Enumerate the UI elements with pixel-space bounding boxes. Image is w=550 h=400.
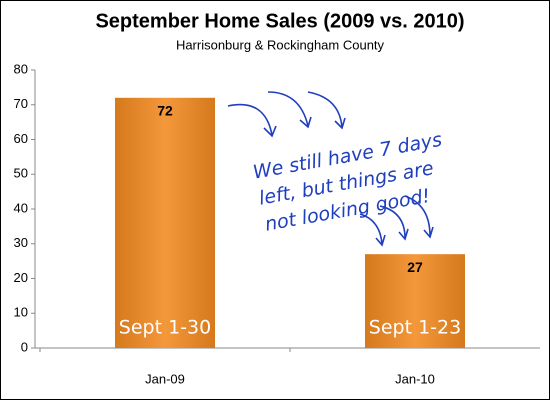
- y-tick-label: 50: [14, 166, 28, 181]
- y-tick-label: 30: [14, 235, 28, 250]
- y-tick-label: 40: [14, 200, 28, 215]
- y-tick-label: 80: [14, 61, 28, 76]
- chart-title: September Home Sales (2009 vs. 2010): [95, 10, 464, 32]
- bar-shade: [365, 254, 465, 348]
- x-tick-label: Jan-10: [395, 371, 435, 386]
- data-label: 27: [407, 259, 423, 275]
- data-label: 72: [157, 103, 173, 119]
- x-tick-label: Jan-09: [145, 371, 185, 386]
- bar-annotation: Sept 1-23: [369, 317, 461, 339]
- annotation-arrows: [227, 91, 434, 247]
- y-tick-label: 10: [14, 305, 28, 320]
- y-tick-label: 70: [14, 96, 28, 111]
- chart-subtitle: Harrisonburg & Rockingham County: [176, 37, 385, 52]
- y-tick-label: 0: [21, 339, 28, 354]
- bar-annotation: Sept 1-30: [119, 317, 211, 339]
- y-tick-label: 60: [14, 131, 28, 146]
- bar-shade: [115, 97, 215, 348]
- y-tick-label: 20: [14, 270, 28, 285]
